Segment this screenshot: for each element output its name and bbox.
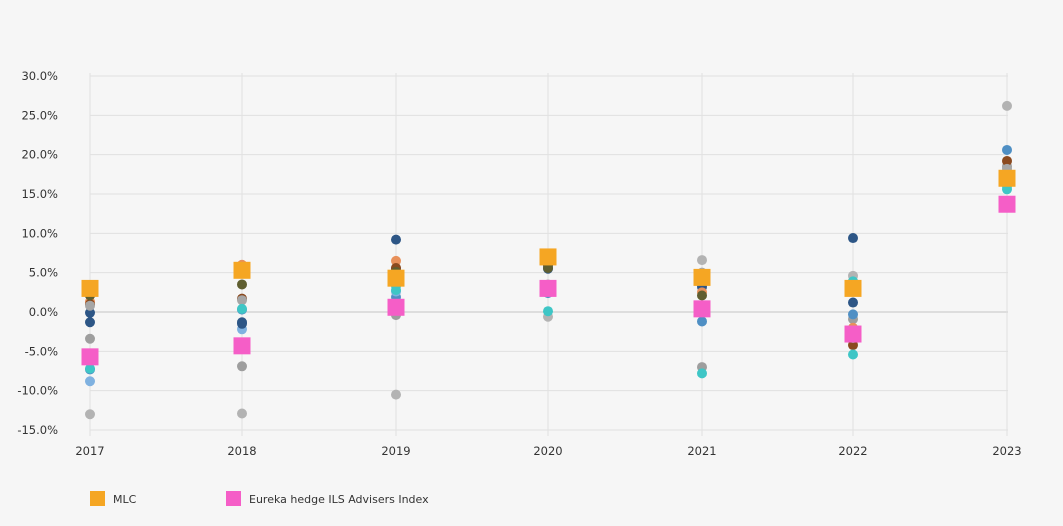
data-point xyxy=(697,316,707,327)
y-tick-label: 30.0% xyxy=(21,69,58,83)
data-point xyxy=(85,409,95,420)
data-point-eureka xyxy=(539,279,557,297)
data-point-mlc xyxy=(233,261,251,279)
data-point xyxy=(848,349,858,360)
legend-swatch xyxy=(226,491,241,506)
data-point xyxy=(237,295,247,306)
data-point-eureka xyxy=(998,195,1016,213)
data-point-eureka xyxy=(81,348,99,366)
legend-swatch xyxy=(90,491,105,506)
data-point xyxy=(543,306,553,317)
x-tick-label: 2020 xyxy=(533,444,562,458)
data-point-eureka xyxy=(233,337,251,355)
data-point xyxy=(85,363,95,374)
data-point-eureka xyxy=(387,298,405,316)
data-point xyxy=(848,297,858,308)
data-point xyxy=(237,408,247,419)
data-point xyxy=(237,279,247,290)
data-point xyxy=(543,262,553,273)
data-point xyxy=(391,255,401,266)
data-point xyxy=(237,317,247,328)
data-point xyxy=(85,376,95,387)
y-tick-label: 25.0% xyxy=(21,108,58,122)
data-point xyxy=(85,317,95,328)
data-point xyxy=(697,368,707,379)
data-point xyxy=(391,284,401,295)
data-point-mlc xyxy=(844,279,862,297)
data-point xyxy=(85,300,95,311)
data-point-mlc xyxy=(998,169,1016,187)
y-tick-label: -10.0% xyxy=(17,384,58,398)
data-point-mlc xyxy=(693,268,711,286)
data-point xyxy=(848,309,858,320)
data-point xyxy=(85,333,95,344)
y-tick-label: -5.0% xyxy=(25,344,58,358)
data-point xyxy=(391,389,401,400)
data-point-eureka xyxy=(693,300,711,318)
legend-label: Eureka hedge ILS Advisers Index xyxy=(249,493,429,506)
x-tick-label: 2022 xyxy=(838,444,867,458)
y-tick-label: 20.0% xyxy=(21,148,58,162)
data-point xyxy=(237,361,247,372)
data-point xyxy=(848,233,858,244)
points-layer xyxy=(81,100,1016,420)
data-point xyxy=(391,234,401,245)
data-point xyxy=(1002,155,1012,166)
y-tick-label: 0.0% xyxy=(29,305,58,319)
axis-layer: 30.0% 25.0% 20.0% 15.0% 10.0% 5.0% 0.0% -5.0% -1… xyxy=(17,69,1021,458)
data-point xyxy=(1002,100,1012,111)
data-point-mlc xyxy=(387,269,405,287)
data-point xyxy=(697,290,707,301)
legend-label: MLC xyxy=(113,493,137,506)
x-tick-label: 2019 xyxy=(381,444,410,458)
data-point xyxy=(848,340,858,351)
data-point xyxy=(85,307,95,318)
data-point xyxy=(1002,144,1012,155)
data-point xyxy=(697,255,707,266)
x-tick-label: 2017 xyxy=(75,444,104,458)
data-point xyxy=(237,303,247,314)
y-tick-label: 5.0% xyxy=(29,266,58,280)
legend: MLC Eureka hedge ILS Advisers Index xyxy=(90,491,429,506)
y-tick-label: -15.0% xyxy=(17,423,58,437)
x-tick-label: 2018 xyxy=(227,444,256,458)
x-tick-label: 2021 xyxy=(687,444,716,458)
data-point-mlc xyxy=(81,279,99,297)
y-tick-label: 15.0% xyxy=(21,187,58,201)
data-point-eureka xyxy=(844,325,862,343)
x-tick-label: 2023 xyxy=(992,444,1021,458)
y-tick-label: 10.0% xyxy=(21,226,58,240)
data-point-mlc xyxy=(539,248,557,266)
